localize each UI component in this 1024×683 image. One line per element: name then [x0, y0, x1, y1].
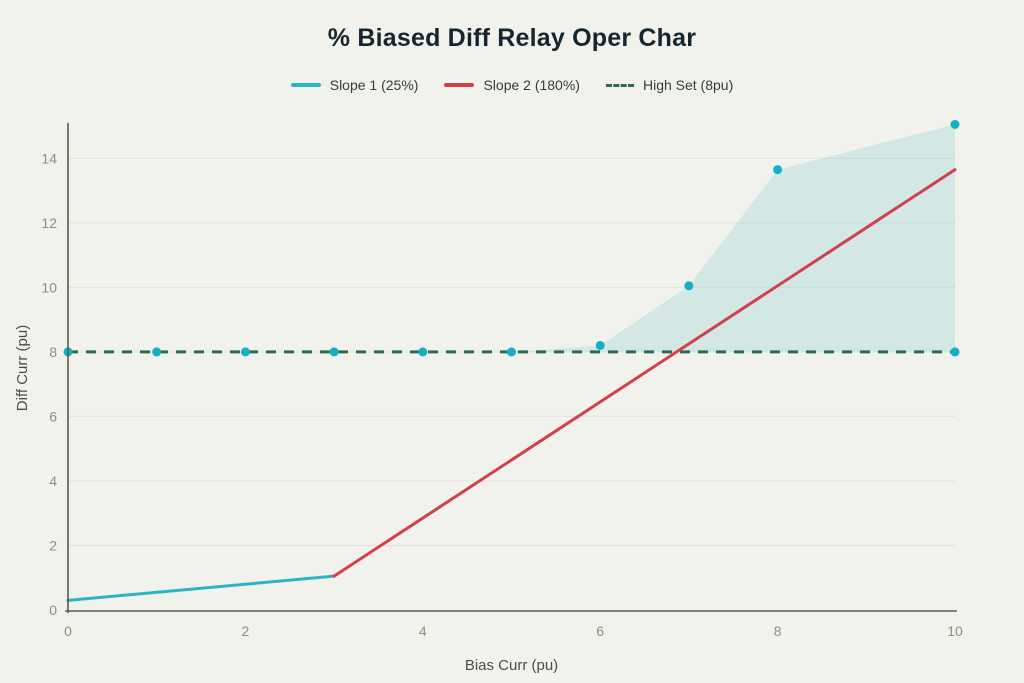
slope1-line — [66, 574, 336, 602]
x-tick-label-4: 4 — [419, 623, 427, 639]
y-tick-label-12: 12 — [41, 215, 57, 231]
operate-point-marker-4 — [418, 347, 428, 357]
legend-label-slope2: Slope 2 (180%) — [483, 77, 580, 93]
legend-item-highset: High Set (8pu) — [605, 77, 734, 93]
operate-point-marker-9 — [950, 119, 960, 129]
slope2-line — [332, 168, 957, 578]
legend-item-slope2: Slope 2 (180%) — [444, 77, 580, 93]
legend-label-slope1: Slope 1 (25%) — [329, 77, 419, 93]
operate-point-marker-10 — [950, 347, 960, 357]
operate-point-marker-2 — [240, 347, 250, 357]
y-tick-label-14: 14 — [41, 150, 57, 166]
y-tick-label-2: 2 — [49, 537, 57, 553]
legend-swatch-slope2-line-icon — [444, 83, 475, 87]
operate-point-marker-6 — [595, 340, 605, 350]
operate-point-marker-1 — [152, 347, 162, 357]
y-axis-title: Diff Curr (pu) — [14, 325, 31, 411]
operate-point-marker-8 — [773, 165, 783, 175]
y-tick-label-6: 6 — [49, 408, 57, 424]
x-tick-label-6: 6 — [596, 623, 604, 639]
y-tick-label-4: 4 — [49, 473, 57, 489]
legend-label-highset: High Set (8pu) — [642, 77, 734, 93]
y-tick-label-0: 0 — [49, 602, 57, 618]
x-tick-label-2: 2 — [242, 623, 250, 639]
operate-point-marker-7 — [684, 281, 694, 291]
operate-point-marker-5 — [507, 347, 516, 357]
y-tick-label-8: 8 — [49, 344, 57, 360]
x-tick-label-0: 0 — [64, 623, 72, 639]
operate-region-area — [68, 124, 955, 352]
legend-swatch-highset-dash-icon — [605, 83, 634, 87]
chart-legend: Slope 1 (25%) Slope 2 (180%) High Set (8… — [0, 77, 1024, 93]
operate-point-marker-3 — [329, 347, 339, 357]
legend-item-slope1: Slope 1 (25%) — [290, 77, 419, 93]
legend-swatch-slope1-line-icon — [290, 83, 321, 87]
x-tick-label-10: 10 — [947, 623, 963, 639]
chart-title: % Biased Diff Relay Oper Char — [327, 24, 697, 52]
x-axis-title: Bias Curr (pu) — [465, 657, 558, 674]
y-tick-label-10: 10 — [41, 279, 57, 295]
x-tick-label-8: 8 — [774, 623, 782, 639]
